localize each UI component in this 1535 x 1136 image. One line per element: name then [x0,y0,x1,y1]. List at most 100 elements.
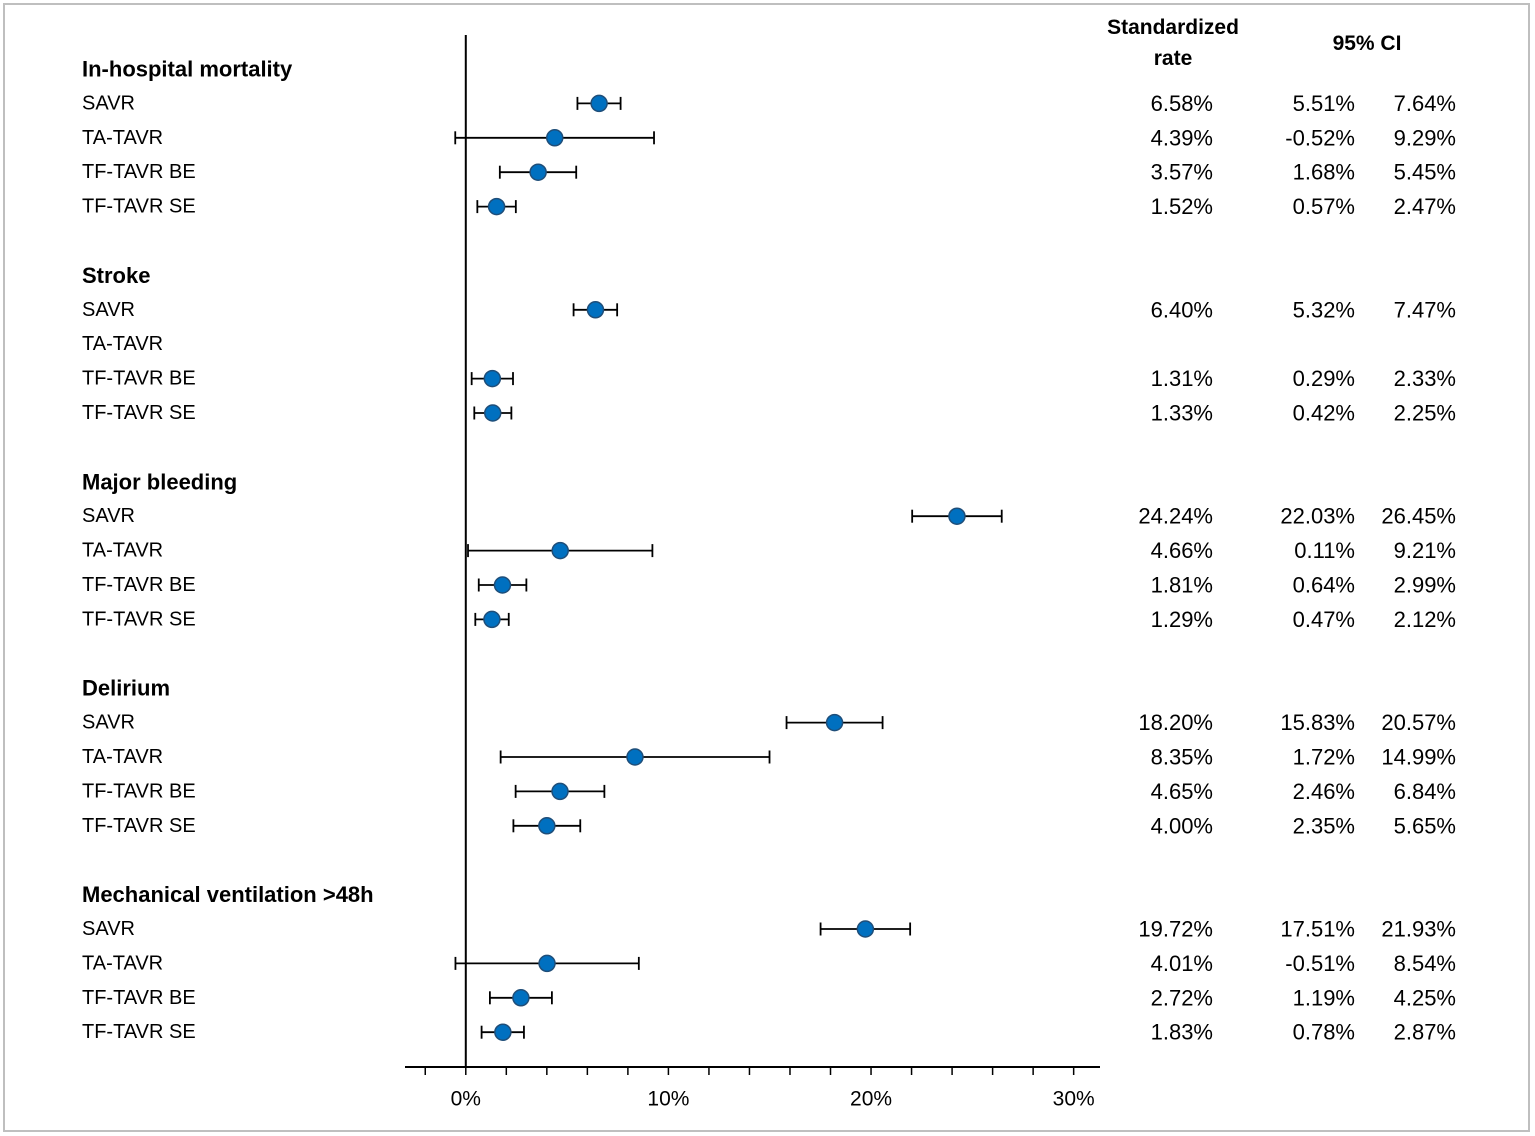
rate-value: 3.57% [1151,160,1213,185]
row-label: TF-TAVR SE [82,815,196,837]
x-tick-label: 10% [647,1088,689,1111]
group-heading: Major bleeding [82,469,237,494]
rate-value: 24.24% [1138,504,1213,529]
row-label: TF-TAVR SE [82,402,196,424]
point-marker [493,576,512,594]
row-label: TA-TAVR [82,746,163,768]
ci-low-value: 0.57% [1293,194,1355,219]
outcome-group: Mechanical ventilation >48h SAVR 19.72% 17.… [82,882,1456,1045]
ci-high-value: 8.54% [1394,951,1456,976]
rate-value: 4.00% [1151,813,1213,838]
ci-low-value: 15.83% [1280,710,1355,735]
ci-low-value: 0.47% [1293,607,1355,632]
row-label: TA-TAVR [82,127,163,149]
point-marker [483,404,502,422]
ci-low-value: 5.51% [1293,91,1355,116]
ci-high-value: 5.65% [1394,813,1456,838]
ci-high-value: 2.99% [1394,573,1456,598]
row-label: TF-TAVR BE [82,574,196,596]
ci-low-value: 1.19% [1293,985,1355,1010]
ci-high-value: 14.99% [1381,745,1456,770]
ci-high-value: 6.84% [1394,779,1456,804]
ci-low-value: 17.51% [1280,917,1355,942]
point-marker [586,301,605,319]
point-marker [529,163,547,181]
point-marker [512,989,530,1007]
ci-high-value: 9.29% [1394,125,1456,150]
ci-low-value: -0.51% [1285,951,1355,976]
ci-high-value: 5.45% [1394,160,1456,185]
chart-border [3,3,1530,1132]
point-marker [538,954,556,973]
axes-group: 0% 10% 20% 30% [405,35,1100,1111]
row-label: SAVR [82,299,135,321]
point-marker [494,1023,512,1041]
ci-high-value: 2.33% [1394,366,1456,391]
ci-high-value: 26.45% [1381,504,1456,529]
ci-low-value: 1.72% [1293,745,1355,770]
rate-value: 1.29% [1151,607,1213,632]
row-label: TF-TAVR BE [82,368,196,390]
ci-high-value: 2.47% [1394,194,1456,219]
row-label: TA-TAVR [82,333,163,355]
row-label: SAVR [82,505,135,527]
ci-low-value: -0.52% [1285,125,1355,150]
point-marker [483,369,502,388]
outcome-group: Delirium SAVR 18.20% 15.83% 20.57% TA-TAVR 8.3… [82,676,1456,839]
ci-high-value: 21.93% [1381,917,1456,942]
rate-value: 1.52% [1151,194,1213,219]
rate-value: 2.72% [1151,985,1213,1010]
point-marker [626,748,644,766]
rate-value: 4.65% [1151,779,1213,804]
group-heading: Mechanical ventilation >48h [82,882,374,907]
ci-high-value: 2.12% [1394,607,1456,632]
ci-low-value: 5.32% [1293,297,1355,322]
rate-value: 4.66% [1151,538,1213,563]
rate-value: 1.31% [1151,366,1213,391]
rate-value: 19.72% [1138,917,1213,942]
ci-high-value: 2.87% [1394,1020,1456,1045]
rate-value: 6.40% [1151,297,1213,322]
rate-value: 6.58% [1151,91,1213,116]
row-label: TA-TAVR [82,952,163,974]
column-header-ci: 95% CI [1332,32,1402,55]
ci-low-value: 0.78% [1293,1020,1355,1045]
point-marker [538,817,556,835]
column-header-rate: Standardized rate [1107,16,1239,70]
outcome-group: In-hospital mortality SAVR 6.58% 5.51% 7.64%… [82,57,1456,220]
row-label: TF-TAVR SE [82,196,196,218]
rate-value: 4.39% [1151,125,1213,150]
row-label: SAVR [82,92,135,114]
ci-high-value: 2.25% [1394,401,1456,426]
row-label: SAVR [82,918,135,940]
ci-low-value: 0.29% [1293,366,1355,391]
rate-value: 1.81% [1151,573,1213,598]
ci-low-value: 1.68% [1293,160,1355,185]
rate-value: 4.01% [1151,951,1213,976]
row-label: TF-TAVR BE [82,161,196,183]
outcome-group: Major bleeding SAVR 24.24% 22.03% 26.45% TA-T… [82,469,1456,632]
x-tick-label: 20% [850,1088,892,1111]
point-marker [856,920,875,938]
row-label: SAVR [82,712,135,734]
point-marker [948,507,966,525]
rate-value: 1.83% [1151,1020,1213,1045]
ci-low-value: 0.64% [1293,573,1355,598]
rate-value: 18.20% [1138,710,1213,735]
ci-high-value: 7.47% [1394,297,1456,322]
outcome-group: Stroke SAVR 6.40% 5.32% 7.47% TA-TAVR TF-TAVR … [82,263,1456,426]
point-marker [551,782,569,801]
rate-value: 8.35% [1151,745,1213,770]
point-marker [545,129,564,147]
point-marker [825,713,844,732]
row-label: TF-TAVR BE [82,780,196,802]
point-marker [483,610,501,629]
row-label: TF-TAVR SE [82,608,196,630]
ci-high-value: 9.21% [1394,538,1456,563]
rate-value: 1.33% [1151,401,1213,426]
ci-low-value: 0.42% [1293,401,1355,426]
group-heading: Stroke [82,263,150,288]
ci-high-value: 4.25% [1394,985,1456,1010]
point-marker [551,541,569,560]
